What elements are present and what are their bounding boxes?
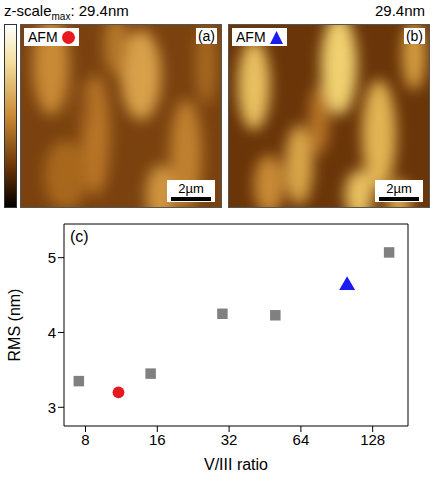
svg-text:3: 3 [48, 399, 56, 416]
html-text:AFM: AFM [28, 29, 58, 45]
html-text:(c): (c) [70, 228, 89, 245]
svg-text:64: 64 [293, 431, 310, 448]
svg-text:8: 8 [81, 431, 89, 448]
svg-text:5: 5 [48, 249, 56, 266]
html-text:(a): (a) [197, 28, 215, 44]
svg-text:16: 16 [149, 431, 166, 448]
svg-text:V/III ratio: V/III ratio [204, 456, 268, 473]
html-text:(b): (b) [405, 28, 423, 44]
html-text:2µm: 2µm [386, 181, 412, 196]
svg-text:128: 128 [360, 431, 385, 448]
html-text:z-scalemax: 29.4nm: z-scalemax: 29.4nm [4, 2, 129, 22]
svg-text:4: 4 [48, 324, 56, 341]
svg-text:32: 32 [221, 431, 238, 448]
html-text:29.4nm: 29.4nm [375, 2, 425, 19]
html-text:2µm: 2µm [178, 181, 204, 196]
html-text:AFM: AFM [236, 29, 266, 45]
svg-text:RMS (nm): RMS (nm) [6, 289, 23, 362]
